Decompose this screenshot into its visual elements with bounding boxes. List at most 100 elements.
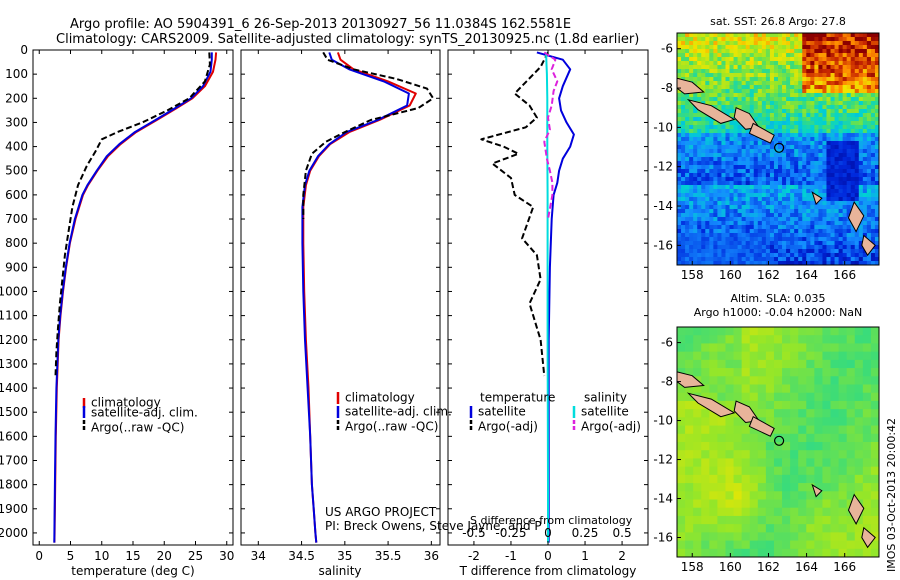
map-cell [689,41,694,46]
map-cell [745,189,751,194]
map-cell [749,499,759,509]
map-cell [802,245,807,250]
map-cell [842,229,848,234]
map-cell [806,507,815,517]
map-cell [866,137,872,142]
map-cell [729,253,734,258]
map-cell [846,113,852,118]
map-cell [826,257,831,262]
map-cell [790,442,799,451]
map-cell [786,225,791,230]
map-cell [806,257,811,262]
map-cell [753,189,759,194]
map-cell [862,257,868,262]
map-cell [713,173,718,178]
map-cell [709,327,718,336]
map-y-tick-label: -8 [661,375,673,389]
map-cell [757,400,767,410]
map-cell [874,185,879,190]
map-cell [749,233,755,238]
map-cell [862,351,872,361]
map-cell [810,241,815,246]
map-cell [778,201,783,206]
map-cell [761,253,767,258]
map-cell [842,45,848,50]
map-cell [697,233,702,238]
map-cell [866,209,872,214]
map-cell [826,161,831,166]
map-cell [846,359,856,369]
map-cell [826,57,831,62]
map-cell [697,85,702,90]
map-cell [834,241,839,246]
x-tick-label: 15 [125,549,140,563]
map-cell [753,185,759,190]
map-cell [866,213,872,218]
map-cell [757,209,763,214]
map-cell [822,121,827,126]
map-cell [733,474,743,484]
map-cell [693,129,698,134]
map-cell [689,125,694,130]
map-cell [794,81,799,86]
map-cell [798,145,803,150]
map-cell [782,548,791,557]
map-cell [862,45,868,50]
map-cell [677,201,682,206]
map-cell [810,121,815,126]
map-cell [693,121,698,126]
map-cell [782,483,791,492]
map-cell [862,193,868,198]
map-cell [838,93,844,98]
map-cell [725,165,730,170]
map-cell [810,141,815,146]
map-cell [806,221,811,226]
map-cell [725,241,730,246]
map-cell [826,153,831,158]
t-difference-xlabel: T difference from climatology [459,564,637,578]
map-cell [745,81,751,86]
map-cell [717,205,722,210]
map-cell [761,221,767,226]
map-cell [769,109,775,114]
map-cell [802,229,807,234]
map-cell [725,351,734,361]
map-cell [834,129,839,134]
map-cell [741,499,751,509]
map-cell [725,261,730,265]
map-cell [773,532,783,541]
map-cell [858,37,864,42]
map-cell [834,53,839,58]
map-cell [705,241,710,246]
map-cell [842,109,848,114]
salinity-axes-box [240,49,441,546]
map-cell [681,69,686,74]
map-cell [830,400,839,410]
map-cell [866,133,872,138]
map-cell [842,177,848,182]
map-cell [846,141,852,146]
map-cell [697,157,702,162]
map-cell [717,85,722,90]
map-cell [858,177,864,182]
map-cell [749,384,759,394]
map-cell [717,69,722,74]
map-cell [842,205,848,210]
map-cell [874,161,879,166]
map-cell [806,540,815,550]
y-tick-label: 900 [5,260,28,274]
map-cell [866,237,872,242]
map-cell [822,61,827,66]
map-cell [701,137,706,142]
map-cell [753,41,759,46]
argo-location-marker [774,435,785,446]
map-cell [709,165,714,170]
map-cell [850,77,856,82]
map-cell [850,53,856,58]
map-cell [846,77,852,82]
map-cell [701,53,706,58]
map-cell [709,524,718,533]
map-cell [826,85,831,90]
map-cell [753,53,759,58]
map-cell [838,376,848,385]
